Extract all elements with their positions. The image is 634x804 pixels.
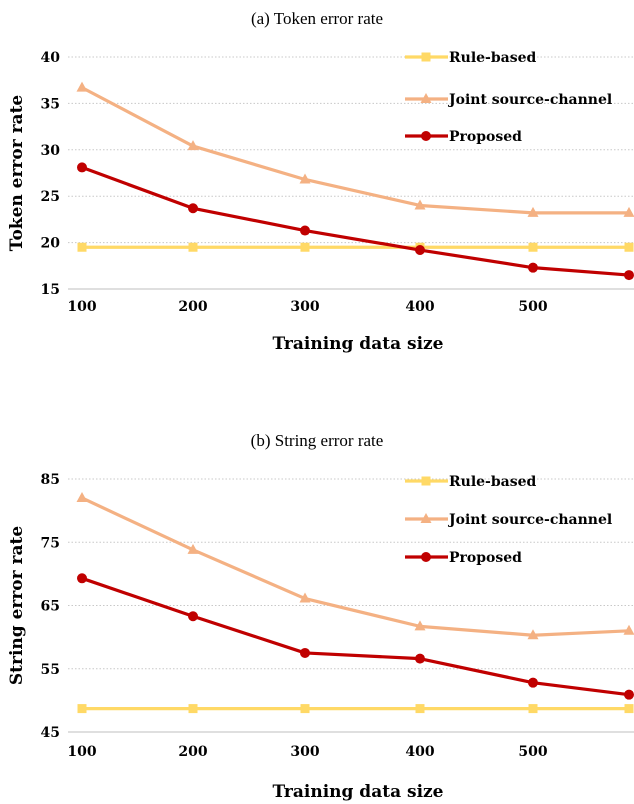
y-tick-label: 35 xyxy=(41,96,60,112)
y-tick-label: 30 xyxy=(41,143,61,159)
data-point xyxy=(299,173,311,184)
y-tick-label: 25 xyxy=(41,189,60,205)
legend-label: Proposed xyxy=(449,550,522,566)
legend-swatch-marker xyxy=(421,552,431,562)
series-line xyxy=(80,576,631,697)
x-tick-label: 100 xyxy=(67,744,96,760)
x-tick-label: 300 xyxy=(290,744,319,760)
series-proposed xyxy=(77,162,634,281)
y-tick-label: 55 xyxy=(41,662,60,678)
data-point xyxy=(624,270,634,281)
data-point xyxy=(300,647,310,658)
y-tick-label: 40 xyxy=(41,50,61,66)
data-point xyxy=(300,704,310,714)
series-rule-based xyxy=(77,242,634,252)
x-axis-title: Training data size xyxy=(272,782,443,802)
y-tick-label: 15 xyxy=(41,282,60,298)
data-point xyxy=(299,592,311,603)
data-point xyxy=(624,689,634,700)
token-error-chart: (a) Token error rate 15 20 25 30 35 40 100 200 30… xyxy=(7,9,634,354)
series-line xyxy=(80,496,631,637)
y-tick-label: 85 xyxy=(41,472,60,488)
x-tick-label: 500 xyxy=(518,299,547,315)
legend-label: Joint source-channel xyxy=(447,512,612,528)
series-rule-based xyxy=(77,704,634,714)
data-point xyxy=(76,491,88,502)
data-point xyxy=(528,242,538,252)
legend-item: Rule-based xyxy=(405,474,536,490)
series-line xyxy=(80,86,631,215)
y-tick-label: 75 xyxy=(41,535,60,551)
y-axis-title: String error rate xyxy=(7,526,27,685)
data-point xyxy=(77,573,87,584)
legend-label: Rule-based xyxy=(449,474,536,490)
data-point xyxy=(77,704,87,714)
series-proposed xyxy=(77,573,634,700)
legend-swatch-marker xyxy=(420,93,432,103)
chart-caption: (b) String error rate xyxy=(251,431,384,450)
string-error-chart: (b) String error rate 45 55 65 75 85 100 200 300… xyxy=(7,431,634,802)
data-point xyxy=(187,543,199,554)
series-joint-source-channel xyxy=(76,81,634,217)
data-point xyxy=(77,242,87,252)
data-point xyxy=(527,206,539,217)
data-point xyxy=(623,624,634,635)
y-tick-label: 20 xyxy=(41,236,61,252)
data-point xyxy=(77,162,87,173)
y-axis-title: Token error rate xyxy=(7,95,27,252)
legend-swatch-marker xyxy=(421,52,431,62)
x-tick-label: 200 xyxy=(178,299,207,315)
data-point xyxy=(188,242,198,252)
legend-label: Joint source-channel xyxy=(447,92,612,108)
data-point xyxy=(624,242,634,252)
legend-label: Rule-based xyxy=(449,50,536,66)
x-tick-label: 400 xyxy=(405,299,434,315)
series-line xyxy=(80,165,631,277)
data-point xyxy=(414,199,426,210)
y-tick-label: 65 xyxy=(41,599,60,615)
data-point xyxy=(188,203,198,214)
chart-caption: (a) Token error rate xyxy=(251,9,383,28)
x-tick-label: 400 xyxy=(405,744,434,760)
legend-swatch-marker xyxy=(420,513,432,523)
legend-swatch-marker xyxy=(421,131,431,141)
x-tick-label: 300 xyxy=(290,299,319,315)
data-point xyxy=(527,629,539,640)
data-point xyxy=(528,677,538,688)
x-axis-title: Training data size xyxy=(272,334,443,354)
data-point xyxy=(415,704,425,714)
data-point xyxy=(76,81,88,92)
x-tick-label: 200 xyxy=(178,744,207,760)
data-point xyxy=(414,620,426,631)
legend-item: Proposed xyxy=(405,550,522,566)
data-point xyxy=(415,245,425,256)
legend-item: Rule-based xyxy=(405,50,536,66)
data-point xyxy=(624,704,634,714)
data-point xyxy=(528,262,538,273)
series-joint-source-channel xyxy=(76,491,634,640)
data-point xyxy=(187,140,199,151)
data-point xyxy=(300,225,310,236)
x-tick-label: 500 xyxy=(518,744,547,760)
legend-label: Proposed xyxy=(449,129,522,145)
y-tick-label: 45 xyxy=(41,725,60,741)
legend-item: Joint source-channel xyxy=(405,92,612,108)
data-point xyxy=(188,611,198,622)
x-tick-label: 100 xyxy=(67,299,96,315)
data-point xyxy=(188,704,198,714)
legend-swatch-marker xyxy=(421,476,431,486)
legend-item: Joint source-channel xyxy=(405,512,612,528)
legend-item: Proposed xyxy=(405,129,522,145)
data-point xyxy=(415,653,425,664)
data-point xyxy=(300,242,310,252)
data-point xyxy=(623,206,634,217)
data-point xyxy=(528,704,538,714)
